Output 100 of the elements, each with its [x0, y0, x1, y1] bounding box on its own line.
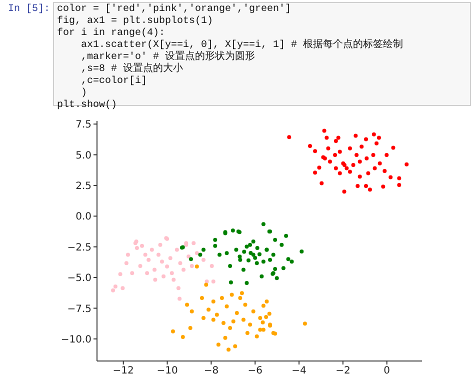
point	[204, 279, 209, 284]
point	[253, 256, 258, 260]
point	[334, 166, 338, 170]
point	[290, 260, 294, 264]
text: plt.show()	[57, 100, 118, 112]
point	[264, 299, 269, 304]
point	[261, 260, 266, 264]
point	[244, 281, 249, 286]
y-tick-label: −10.0	[60, 334, 92, 346]
point	[234, 248, 238, 252]
point	[170, 271, 174, 276]
point	[308, 144, 312, 148]
text: ax1.scatter(X[y==i, 0], X[y==i, 1] # 根据每个点的标签绘制	[80, 40, 404, 51]
point	[138, 264, 142, 268]
point	[334, 139, 338, 144]
point	[326, 146, 330, 150]
point	[397, 176, 402, 180]
point	[358, 160, 362, 164]
point	[152, 268, 157, 272]
point	[286, 257, 290, 262]
point	[364, 184, 368, 188]
point	[233, 344, 238, 348]
point	[255, 246, 260, 250]
point	[224, 304, 229, 308]
point	[273, 238, 278, 242]
point	[302, 322, 307, 326]
point	[251, 309, 256, 314]
point	[248, 322, 252, 327]
point	[388, 175, 393, 180]
point	[264, 315, 268, 320]
point	[111, 288, 116, 292]
point	[178, 261, 182, 266]
point	[176, 286, 180, 290]
point	[397, 182, 402, 187]
point	[354, 153, 359, 158]
point	[376, 136, 381, 140]
x-tick-label: −10	[156, 366, 178, 377]
point	[228, 264, 232, 268]
point	[354, 134, 358, 138]
point	[150, 248, 154, 252]
point	[211, 318, 216, 322]
point	[216, 342, 220, 347]
point	[258, 316, 262, 320]
y-tick-label: −2.5	[67, 242, 92, 254]
point	[143, 252, 148, 257]
point	[254, 261, 259, 266]
point	[338, 150, 342, 154]
point	[273, 267, 278, 272]
point	[242, 250, 246, 254]
point	[230, 292, 234, 297]
point	[320, 181, 324, 186]
point	[351, 162, 356, 167]
point	[178, 296, 182, 301]
point	[261, 222, 266, 226]
point	[145, 271, 150, 276]
point	[190, 264, 194, 268]
point	[202, 258, 206, 262]
point	[261, 304, 266, 308]
point	[162, 274, 166, 278]
point	[214, 312, 219, 317]
text: fig, ax1 = plt.subplots(1)	[57, 16, 214, 28]
point	[185, 302, 190, 307]
point	[317, 166, 322, 170]
x-tick-label: −2	[336, 366, 350, 377]
point	[261, 328, 266, 332]
point	[213, 238, 218, 242]
text: ,marker='o' # 设置点的形状为圆形	[80, 52, 256, 63]
point	[356, 184, 360, 188]
x-tick-label: −4	[292, 366, 306, 377]
y-tick-label: 7.5	[76, 120, 92, 131]
text: for i in range(4):	[57, 28, 166, 40]
point	[221, 320, 226, 325]
point	[223, 336, 228, 340]
text: ,s=8 # 设置点的大小	[80, 64, 184, 76]
text: ,c=color[i]	[80, 76, 148, 88]
point	[245, 331, 250, 336]
point	[210, 264, 214, 268]
point	[202, 248, 206, 252]
x-tick-label: 0	[384, 366, 390, 377]
point	[313, 170, 318, 175]
point	[382, 168, 387, 173]
point	[344, 166, 349, 170]
point	[348, 170, 352, 174]
x-tick-label: −6	[248, 366, 262, 377]
point	[238, 296, 242, 300]
point	[231, 319, 236, 324]
point	[156, 252, 160, 257]
point	[300, 249, 304, 254]
point	[381, 184, 386, 189]
point	[260, 274, 264, 278]
point	[140, 244, 144, 248]
point	[391, 146, 396, 150]
point	[168, 256, 172, 260]
point	[172, 278, 176, 282]
point	[267, 312, 272, 316]
point	[374, 141, 379, 146]
point	[206, 308, 211, 312]
point	[248, 242, 252, 247]
point	[158, 242, 162, 247]
point	[228, 280, 233, 284]
